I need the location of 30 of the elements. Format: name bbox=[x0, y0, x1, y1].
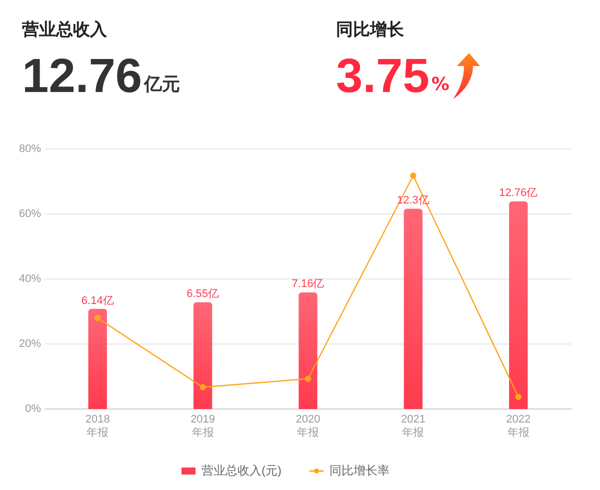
point bbox=[200, 384, 206, 390]
bar bbox=[404, 208, 423, 409]
y-tick-label: 60% bbox=[18, 208, 42, 220]
text: 12.76亿元 bbox=[22, 50, 180, 103]
data-label: 12.76亿 bbox=[499, 187, 538, 200]
x-tick-label: 2022 年报 bbox=[506, 414, 531, 439]
y-tick-label: 20% bbox=[18, 338, 42, 350]
data-label: 7.16亿 bbox=[292, 278, 324, 290]
x-tick-label: 2018 年报 bbox=[85, 414, 110, 439]
legend-label: 同比增长率 bbox=[329, 463, 390, 478]
bar bbox=[509, 201, 528, 409]
y-tick-label: 0% bbox=[25, 403, 42, 416]
legend-label: 营业总收入(元) bbox=[202, 463, 282, 478]
x-tick-label: 2020 年报 bbox=[296, 414, 320, 439]
bar bbox=[88, 308, 107, 409]
y-tick-label: 40% bbox=[18, 273, 42, 286]
bar bbox=[193, 302, 212, 409]
point bbox=[515, 394, 522, 400]
point bbox=[410, 172, 416, 179]
text: 3.75% bbox=[336, 50, 450, 103]
x-tick-label: 2019 年报 bbox=[190, 414, 216, 439]
data-label: 6.14亿 bbox=[81, 294, 114, 307]
point bbox=[94, 314, 101, 322]
x-tick-label: 2021 年报 bbox=[400, 414, 426, 439]
text: 同比增长 bbox=[336, 20, 404, 40]
data-label: 6.55亿 bbox=[186, 288, 220, 300]
text: 营业总收入 bbox=[22, 20, 107, 40]
y-tick-label: 80% bbox=[18, 143, 42, 156]
point bbox=[304, 376, 312, 382]
bar bbox=[298, 292, 318, 409]
